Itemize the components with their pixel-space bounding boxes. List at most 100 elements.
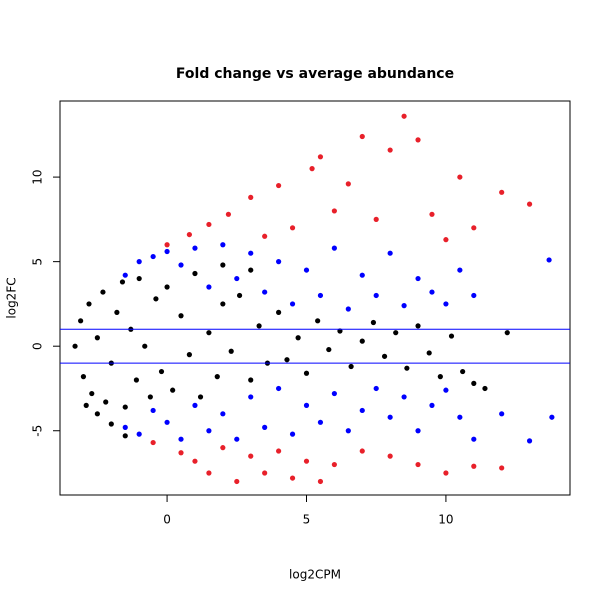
x-axis-label: log2CPM: [289, 568, 341, 582]
point: [206, 284, 212, 290]
x-tick-label: 10: [438, 513, 453, 527]
point: [387, 147, 393, 153]
point: [373, 385, 379, 392]
point: [429, 402, 435, 408]
point: [136, 431, 142, 437]
point: [133, 377, 140, 383]
point: [206, 428, 212, 434]
point: [214, 374, 220, 380]
point: [220, 411, 226, 417]
point: [276, 182, 282, 189]
point: [150, 407, 156, 414]
point: [178, 313, 184, 319]
point: [234, 436, 240, 442]
point: [359, 272, 365, 278]
point: [426, 350, 432, 356]
point: [186, 231, 192, 238]
point: [471, 225, 477, 231]
point: [186, 352, 192, 358]
point: [122, 433, 128, 439]
point: [499, 465, 505, 471]
point: [78, 318, 84, 324]
point: [359, 407, 365, 414]
point: [100, 289, 106, 295]
point: [331, 208, 337, 214]
point: [303, 402, 310, 408]
point: [158, 368, 165, 375]
point: [153, 296, 159, 302]
point: [415, 275, 421, 282]
point: [248, 453, 254, 459]
point: [303, 370, 310, 376]
point: [192, 245, 198, 251]
point: [345, 428, 351, 434]
point: [248, 377, 254, 383]
point: [178, 262, 184, 268]
point: [315, 318, 321, 324]
point: [429, 289, 435, 295]
y-tick-label: -5: [31, 425, 45, 437]
point: [443, 387, 449, 393]
point: [89, 390, 95, 397]
point: [150, 439, 156, 446]
point: [206, 470, 212, 476]
point: [114, 309, 120, 315]
point: [289, 301, 296, 307]
point: [206, 330, 212, 336]
point: [348, 363, 354, 370]
point: [276, 259, 282, 265]
point: [220, 242, 226, 248]
point: [262, 470, 268, 476]
point: [228, 348, 234, 354]
point: [234, 478, 240, 485]
point: [387, 250, 393, 256]
point: [103, 399, 109, 405]
point: [401, 303, 407, 309]
plot-frame: [59, 100, 571, 496]
point: [276, 309, 282, 315]
point: [72, 343, 78, 349]
point: [317, 478, 324, 485]
point: [443, 237, 449, 243]
point: [262, 233, 268, 239]
point: [457, 174, 463, 180]
point: [119, 279, 126, 285]
point: [429, 211, 435, 217]
point: [387, 453, 393, 459]
y-tick-label: 5: [31, 258, 45, 266]
point: [526, 438, 533, 444]
y-axis-label: log2FC: [5, 277, 19, 318]
point: [136, 259, 142, 265]
point: [331, 461, 337, 468]
y-tick-label: 0: [31, 342, 45, 350]
point: [415, 137, 421, 143]
point: [248, 194, 254, 200]
point: [404, 365, 410, 371]
point: [192, 458, 198, 464]
point: [331, 245, 337, 251]
point: [504, 330, 510, 336]
point: [80, 374, 87, 380]
point: [415, 323, 421, 329]
point: [122, 404, 128, 410]
point: [108, 421, 114, 427]
point: [164, 242, 170, 248]
point: [471, 436, 477, 442]
point: [164, 284, 170, 290]
point: [345, 181, 351, 187]
point: [192, 270, 198, 277]
point: [317, 154, 324, 160]
point: [178, 450, 184, 456]
point: [289, 431, 296, 437]
point: [234, 275, 240, 282]
point: [303, 458, 310, 464]
point: [549, 414, 555, 420]
point: [448, 333, 455, 339]
x-tick-label: 5: [303, 513, 311, 527]
point: [303, 267, 310, 273]
point: [164, 248, 170, 255]
point: [262, 424, 268, 430]
y-tick-label: 10: [31, 169, 45, 184]
point: [178, 436, 184, 442]
